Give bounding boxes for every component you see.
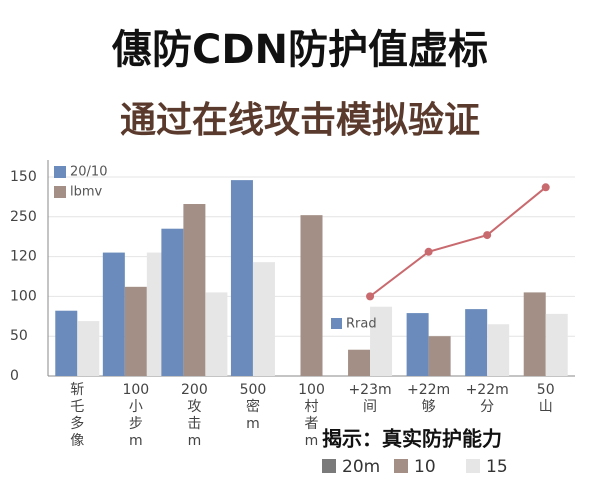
bar	[487, 324, 510, 376]
bar	[300, 215, 323, 376]
x-tick-label: 密	[246, 398, 260, 415]
x-tick-label: 击	[187, 416, 201, 432]
bar	[465, 309, 488, 376]
x-tick-label: 100	[122, 382, 149, 398]
legend-label: lbmv	[70, 185, 103, 200]
bar	[545, 313, 568, 376]
x-tick-label: 山	[539, 399, 553, 415]
x-tick-label: +22m	[407, 382, 450, 398]
bar	[523, 292, 546, 376]
legend-title: 揭示：真实防护能力	[322, 427, 502, 451]
chart-title: 僡防CDN防护值虚标	[111, 27, 488, 73]
bar	[230, 180, 253, 376]
x-tick-label: 200	[181, 382, 208, 398]
x-tick-label: 步	[129, 416, 143, 432]
line-point	[541, 183, 550, 192]
annotation-swatch	[331, 318, 342, 329]
y-tick-label: 250	[10, 209, 37, 225]
legend-label: 10	[414, 457, 436, 477]
bar	[370, 306, 393, 376]
bar	[428, 336, 451, 376]
bar	[161, 228, 184, 376]
legend-label: 15	[486, 457, 508, 477]
x-tick-label: 50	[537, 382, 555, 398]
x-tick-label: 500	[240, 382, 267, 398]
line-point	[424, 247, 433, 256]
bar	[252, 262, 275, 376]
legend-label: 20/10	[70, 165, 107, 180]
x-tick-label: 攻	[187, 399, 201, 415]
x-tick-label: m	[305, 433, 319, 449]
y-tick-label: 120	[10, 249, 37, 265]
x-tick-label: 像	[70, 433, 84, 449]
x-tick-label: +23m	[348, 382, 391, 398]
x-tick-label: +22m	[466, 382, 509, 398]
x-tick-label: m	[246, 416, 260, 432]
x-tick-label: 间	[363, 399, 377, 415]
bar	[102, 252, 125, 376]
x-tick-label: 村	[305, 399, 319, 415]
x-tick-label: 够	[422, 399, 436, 415]
legend-swatch	[54, 186, 66, 198]
x-tick-label: 斩	[70, 382, 84, 398]
x-tick-label: 者	[305, 416, 319, 432]
legend-swatch	[54, 166, 66, 178]
chart-subtitle: 通过在线攻击模拟验证	[120, 100, 480, 141]
bar	[406, 313, 429, 376]
line	[369, 186, 547, 298]
bar	[77, 321, 100, 376]
bar	[183, 204, 206, 376]
legend-swatch	[394, 459, 408, 473]
y-tick-label: 0	[10, 368, 19, 384]
legend-swatch	[322, 459, 336, 473]
x-tick-label: 100	[298, 382, 325, 398]
legend-swatch	[466, 459, 480, 473]
x-tick-label: 乇	[70, 399, 84, 415]
x-tick-label: m	[188, 433, 202, 449]
y-tick-label: 150	[10, 169, 37, 185]
annotation: Rrad	[346, 317, 377, 332]
line-point	[483, 231, 492, 240]
legend-label: 20m	[342, 457, 380, 477]
y-tick-label: 100	[10, 288, 37, 304]
line-point	[366, 292, 375, 301]
bar	[124, 286, 147, 376]
bar	[55, 310, 78, 376]
y-tick-label: 50	[10, 328, 28, 344]
x-tick-label: m	[129, 433, 143, 449]
x-tick-label: 分	[480, 399, 494, 415]
bar	[205, 292, 228, 376]
x-tick-label: 多	[70, 415, 84, 432]
bar	[348, 349, 371, 376]
x-tick-label: 小	[129, 399, 143, 415]
